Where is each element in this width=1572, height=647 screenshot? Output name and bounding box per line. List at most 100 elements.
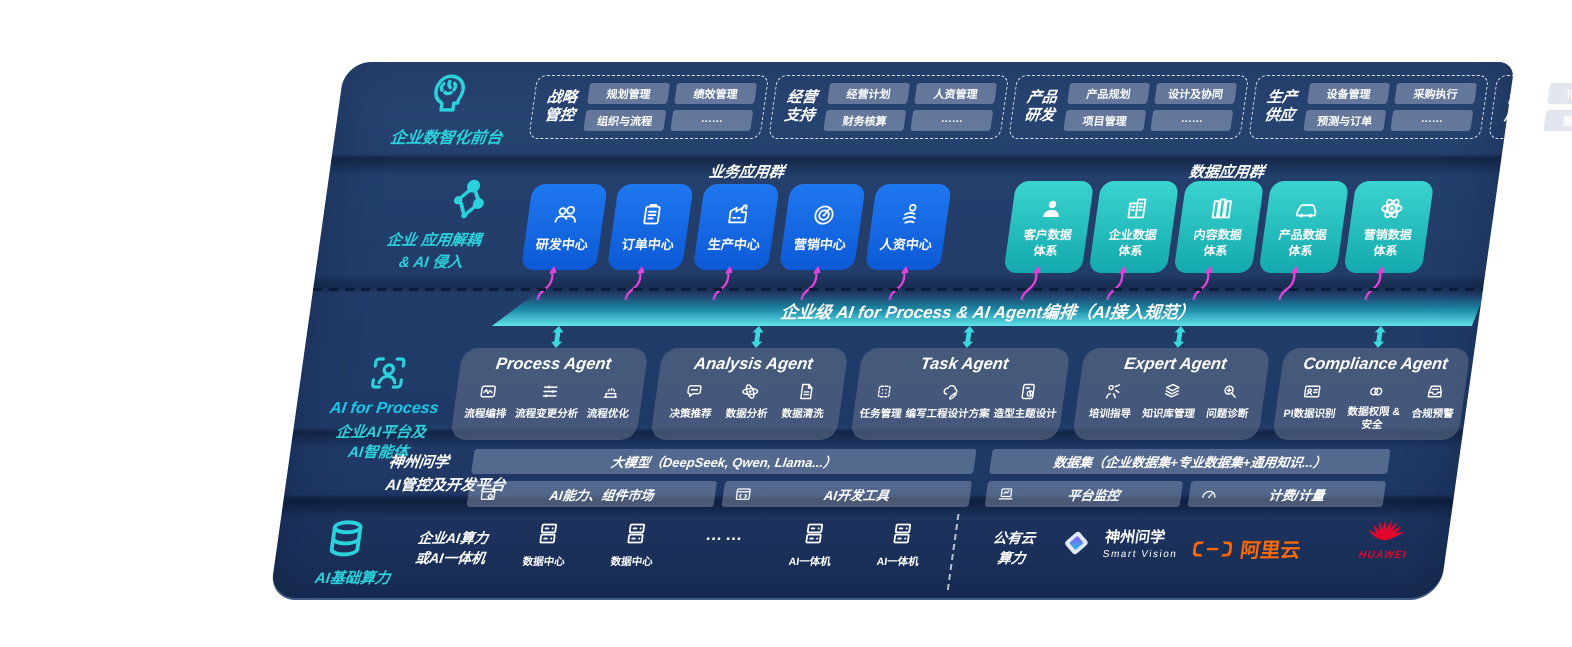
tag: 产品规划 (1067, 83, 1151, 104)
group-title: 产品研发 (1023, 89, 1059, 124)
public-cloud-label: 公有云 算力 (991, 530, 1037, 567)
agent-card-compliance: Compliance Agent PI数据识别 数据权限 & 安全 合规预警 (1271, 348, 1471, 440)
tag: 设计及协同 (1154, 83, 1238, 104)
app-layer-label: 企业 应用解耦 & AI 侵入 (385, 232, 483, 271)
double-arrow (551, 326, 564, 348)
id-card-icon (1304, 385, 1321, 398)
user-icon (1042, 200, 1059, 217)
node-datacenter: 数据中心 (591, 520, 678, 569)
tag: 组织与流程 (583, 110, 667, 131)
head-brain-icon (434, 74, 465, 112)
vendor-smart-vision: 神州问学 Smart Vision (1055, 524, 1182, 562)
architecture-slab: 企业数智化前台 战略管控 规划管理 绩效管理 组织与流程 …… 经营支持 经营计… (269, 62, 1572, 600)
alibaba-cloud-logo (1193, 541, 1233, 556)
group-title: 战略管控 (543, 89, 579, 124)
business-app-box-production: 生产中心 (692, 184, 780, 270)
laptop-chart-icon (998, 487, 1013, 499)
sliders-icon (542, 385, 558, 398)
tag: 经营计划 (827, 83, 911, 104)
factory-icon (728, 204, 748, 224)
node-ai-appliance: AI一体机 (769, 520, 856, 569)
business-app-box-order: 订单中心 (606, 184, 694, 270)
inbox-alert-icon (1428, 385, 1443, 398)
training-icon (1105, 384, 1120, 399)
tag: 整车物流 (1543, 110, 1572, 131)
business-app-box-rd: 研发中心 (520, 184, 608, 270)
tag: 规划管理 (587, 83, 671, 104)
front-group-operation: 经营支持 经营计划 人资管理 财务核算 …… (768, 75, 1010, 139)
rings-icon (1370, 387, 1383, 396)
business-group-title: 业务应用群 (707, 164, 786, 181)
person-waves-icon (902, 203, 917, 224)
double-arrow (1373, 326, 1386, 348)
huawei-logo (1368, 520, 1405, 541)
server-icon (892, 523, 911, 544)
database-icon (329, 520, 363, 557)
front-group-strategy: 战略管控 规划管理 绩效管理 组织与流程 …… (528, 75, 770, 139)
vendor-alibaba-cloud: 阿里云 (1189, 534, 1303, 563)
books-icon (1211, 198, 1232, 219)
layer-divider-dashed (312, 288, 1484, 291)
front-group-product: 产品研发 产品规划 设计及协同 项目管理 …… (1008, 75, 1250, 139)
layers-icon (1164, 383, 1180, 398)
tag: …… (910, 110, 994, 131)
document-icon (799, 383, 813, 400)
infra-layer-label: AI基础算力 (313, 570, 392, 587)
data-group-title: 数据应用群 (1187, 164, 1266, 181)
business-app-box-hr: 人资中心 (864, 184, 952, 270)
ai-orchestration-banner: 企业级 AI for Process & AI Agent编排（AI接入规范） (492, 294, 1484, 326)
agent-card-task: Task Agent 任务管理 编写工程设计方案 造型主题设计 (849, 348, 1071, 440)
tag: 预测与订单 (1303, 110, 1387, 131)
tag: 市场营销 (1547, 83, 1572, 104)
model-group: 大模型（DeepSeek, Qwen, Llama...） AI能力、组件市场 … (466, 449, 977, 507)
data-box-enterprise: 企业数据体系 (1088, 181, 1180, 273)
clipboard-icon (643, 204, 661, 225)
agent-cards: Process Agent 流程编排 流程变更分析 流程优化 Analysis … (449, 348, 1471, 440)
group-title: 经营支持 (783, 89, 819, 124)
tag: 项目管理 (1063, 110, 1147, 131)
vendor-huawei: HUAWEI (1345, 513, 1426, 561)
cell-platform-monitor: 平台监控 (984, 481, 1184, 507)
agent-card-process: Process Agent 流程编排 流程变更分析 流程优化 (449, 348, 649, 440)
atom-icon (741, 384, 758, 399)
tag: 绩效管理 (674, 83, 758, 104)
data-box-marketing: 营销数据体系 (1343, 181, 1435, 273)
double-arrow (751, 326, 764, 348)
node-datacenter: 数据中心 (503, 520, 590, 569)
cell-ai-marketplace: AI能力、组件市场 (466, 481, 718, 507)
data-box-product: 产品数据体系 (1258, 181, 1350, 273)
front-groups: 战略管控 规划管理 绩效管理 组织与流程 …… 经营支持 经营计划 人资管理 财… (528, 75, 1572, 139)
tablet-check-icon (1021, 383, 1035, 400)
car-icon (1295, 204, 1316, 218)
group-title: 生产供应 (1263, 89, 1299, 124)
target-icon (814, 205, 834, 225)
double-arrow (1173, 326, 1186, 348)
agent-card-analysis: Analysis Agent 决策推荐 数据分析 数据清洗 (649, 348, 849, 440)
chat-bubble-icon (686, 385, 702, 398)
cloud-pen-icon (943, 385, 957, 400)
smart-vision-logo (1065, 531, 1088, 555)
task-grid-icon (877, 385, 891, 398)
focus-person-icon (371, 357, 406, 389)
tag: 设备管理 (1307, 83, 1391, 104)
tag: …… (1150, 110, 1234, 131)
cell-ai-devtools: AI开发工具 (721, 481, 973, 507)
server-icon (804, 523, 823, 544)
node-ai-appliance: AI一体机 (857, 520, 944, 569)
server-icon (538, 523, 557, 544)
dataset-group: 数据集（企业数据集+专业数据集+通用知识...） 平台监控 计费/计量 (984, 449, 1391, 507)
window-code-icon (735, 487, 751, 500)
infra-divider (946, 514, 960, 590)
wave-monitor-icon (480, 385, 497, 398)
agent-card-expert: Expert Agent 培训指导 知识库管理 问题诊断 (1071, 348, 1271, 440)
data-box-customer: 客户数据体系 (1003, 181, 1095, 273)
building-icon (1126, 198, 1146, 219)
people-icon (554, 205, 576, 223)
front-layer-label: 企业数智化前台 (389, 130, 504, 147)
business-app-box-marketing: 营销中心 (778, 184, 866, 270)
business-app-row: 研发中心 订单中心 生产中心 营销中心 (520, 184, 952, 270)
tag: 人资管理 (914, 83, 998, 104)
molecule-icon (453, 179, 484, 219)
tag: 财务核算 (823, 110, 907, 131)
